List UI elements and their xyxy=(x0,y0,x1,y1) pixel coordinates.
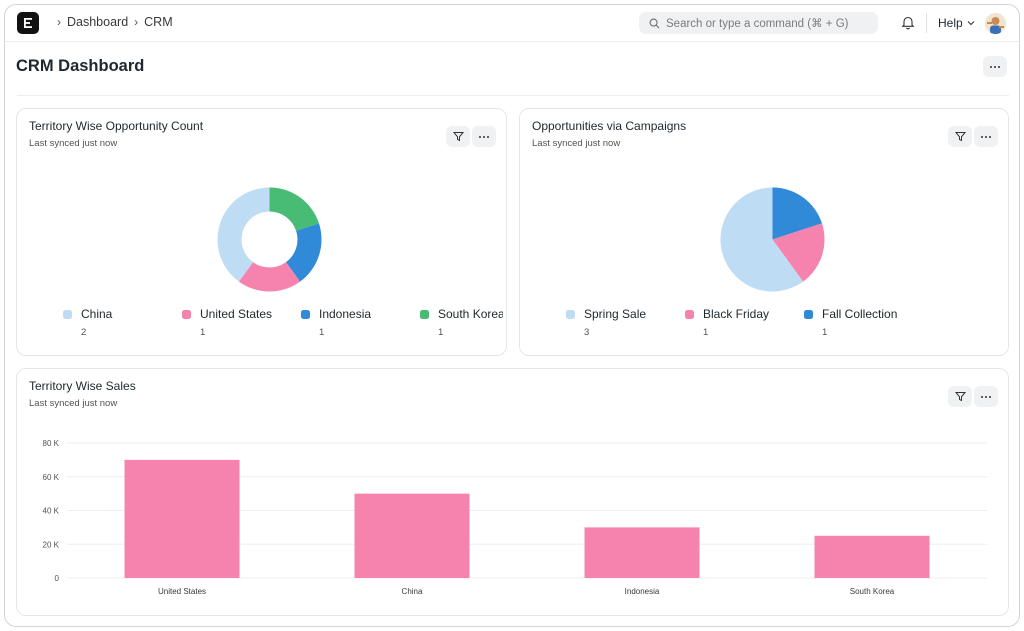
card-sync-status: Last synced just now xyxy=(29,138,118,149)
filter-button[interactable] xyxy=(948,386,972,407)
search-icon xyxy=(649,18,660,28)
search-placeholder: Search or type a command (⌘ + G) xyxy=(666,18,849,30)
legend-label: Fall Collection xyxy=(822,307,898,321)
y-tick-label: 20 K xyxy=(43,540,60,549)
x-tick-label: South Korea xyxy=(850,587,895,596)
filter-icon xyxy=(452,132,464,142)
legend-swatch xyxy=(804,309,813,319)
x-tick-label: United States xyxy=(158,587,206,596)
legend-item: Spring Sale 3 xyxy=(566,307,646,338)
card-sync-status: Last synced just now xyxy=(29,398,118,409)
filter-icon xyxy=(954,132,966,142)
legend-item: Black Friday 1 xyxy=(685,307,769,338)
pie-slice-spring-sale[interactable] xyxy=(720,187,804,292)
app-logo[interactable] xyxy=(17,12,39,34)
bar-china[interactable] xyxy=(354,493,470,578)
territory-count-card: Territory Wise Opportunity Count Last sy… xyxy=(16,108,507,356)
chevron-right-icon: › xyxy=(57,15,61,29)
legend-value: 3 xyxy=(584,327,590,338)
legend-swatch xyxy=(566,309,575,319)
pie-slice-south-korea[interactable] xyxy=(269,187,319,231)
legend-value: 2 xyxy=(81,327,87,338)
donut-chart xyxy=(217,187,322,292)
x-tick-label: China xyxy=(402,587,423,596)
y-tick-label: 0 xyxy=(55,574,60,583)
legend-label: China xyxy=(81,307,113,321)
card-more-button[interactable] xyxy=(974,386,998,407)
card-more-button[interactable] xyxy=(974,126,998,147)
help-label: Help xyxy=(938,16,963,30)
legend-value: 1 xyxy=(438,327,444,338)
navbar-divider xyxy=(926,13,927,33)
header-divider xyxy=(17,95,1009,96)
donut-legend: China 2 United States 1 Indonesia 1 Sout… xyxy=(17,307,503,351)
card-title: Opportunities via Campaigns xyxy=(532,119,687,133)
pie-slice-united-states[interactable] xyxy=(238,262,301,292)
breadcrumb: › Dashboard › CRM xyxy=(51,15,173,29)
legend-item: Indonesia 1 xyxy=(301,307,371,338)
legend-swatch xyxy=(420,309,429,319)
breadcrumb-dashboard[interactable]: Dashboard xyxy=(67,15,129,29)
more-horizontal-icon xyxy=(990,65,1000,68)
bar-united-states[interactable] xyxy=(124,459,240,578)
chevron-right-icon: › xyxy=(134,15,139,29)
legend-label: South Korea xyxy=(438,307,503,321)
pie-legend: Spring Sale 3 Black Friday 1 Fall Collec… xyxy=(520,307,1006,351)
territory-sales-card: Territory Wise Sales Last synced just no… xyxy=(16,368,1009,616)
legend-swatch xyxy=(63,309,72,319)
legend-item: Fall Collection 1 xyxy=(804,307,897,338)
pie-slice-china[interactable] xyxy=(217,187,270,282)
legend-label: Black Friday xyxy=(703,307,770,321)
legend-label: Spring Sale xyxy=(584,307,647,321)
bar-indonesia[interactable] xyxy=(584,527,700,578)
y-tick-label: 60 K xyxy=(43,473,60,482)
bar-south-korea[interactable] xyxy=(814,535,930,578)
pie-slice-black-friday[interactable] xyxy=(772,223,825,282)
page-more-button[interactable] xyxy=(983,56,1007,77)
card-sync-status: Last synced just now xyxy=(532,138,621,149)
app-window: › Dashboard › CRM Search or type a comma… xyxy=(4,4,1020,627)
filter-button[interactable] xyxy=(446,126,470,147)
legend-item: United States 1 xyxy=(182,307,272,338)
breadcrumb-crm[interactable]: CRM xyxy=(144,15,173,29)
search-input[interactable]: Search or type a command (⌘ + G) xyxy=(639,12,878,34)
more-horizontal-icon xyxy=(981,395,991,398)
legend-item: South Korea 1 xyxy=(420,307,503,338)
more-horizontal-icon xyxy=(479,135,489,138)
card-title: Territory Wise Sales xyxy=(29,379,136,393)
legend-label: United States xyxy=(200,307,273,321)
pie-slice-indonesia[interactable] xyxy=(285,223,322,282)
card-more-button[interactable] xyxy=(472,126,496,147)
help-dropdown[interactable]: Help xyxy=(938,16,975,30)
legend-label: Indonesia xyxy=(319,307,372,321)
navbar: › Dashboard › CRM Search or type a comma… xyxy=(5,5,1019,42)
filter-button[interactable] xyxy=(948,126,972,147)
more-horizontal-icon xyxy=(981,135,991,138)
legend-swatch xyxy=(182,309,191,319)
notifications-button[interactable] xyxy=(901,15,915,35)
x-tick-label: Indonesia xyxy=(625,587,660,596)
legend-value: 1 xyxy=(703,327,709,338)
legend-swatch xyxy=(301,309,310,319)
campaigns-card: Opportunities via Campaigns Last synced … xyxy=(519,108,1009,356)
legend-item: China 2 xyxy=(63,307,112,338)
y-tick-label: 40 K xyxy=(43,507,60,516)
page-title: CRM Dashboard xyxy=(16,57,145,75)
user-avatar-icon xyxy=(985,13,1006,34)
avatar[interactable] xyxy=(985,13,1006,34)
card-title: Territory Wise Opportunity Count xyxy=(29,119,204,133)
legend-value: 1 xyxy=(822,327,828,338)
pie-slice-fall-collection[interactable] xyxy=(772,187,822,240)
legend-value: 1 xyxy=(200,327,206,338)
app-logo-icon xyxy=(24,18,32,28)
legend-value: 1 xyxy=(319,327,325,338)
chevron-down-icon xyxy=(967,21,975,26)
legend-swatch xyxy=(685,309,694,319)
filter-icon xyxy=(954,392,966,402)
bar-chart: 0 20 K 40 K 60 K 80 K United States China Indon… xyxy=(43,439,987,596)
y-tick-label: 80 K xyxy=(43,439,60,448)
bell-icon xyxy=(901,16,915,30)
pie-chart xyxy=(720,187,825,292)
